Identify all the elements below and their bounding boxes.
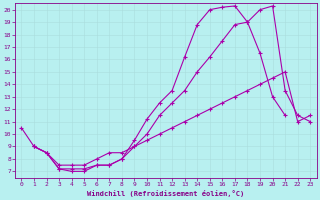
X-axis label: Windchill (Refroidissement éolien,°C): Windchill (Refroidissement éolien,°C): [87, 190, 244, 197]
